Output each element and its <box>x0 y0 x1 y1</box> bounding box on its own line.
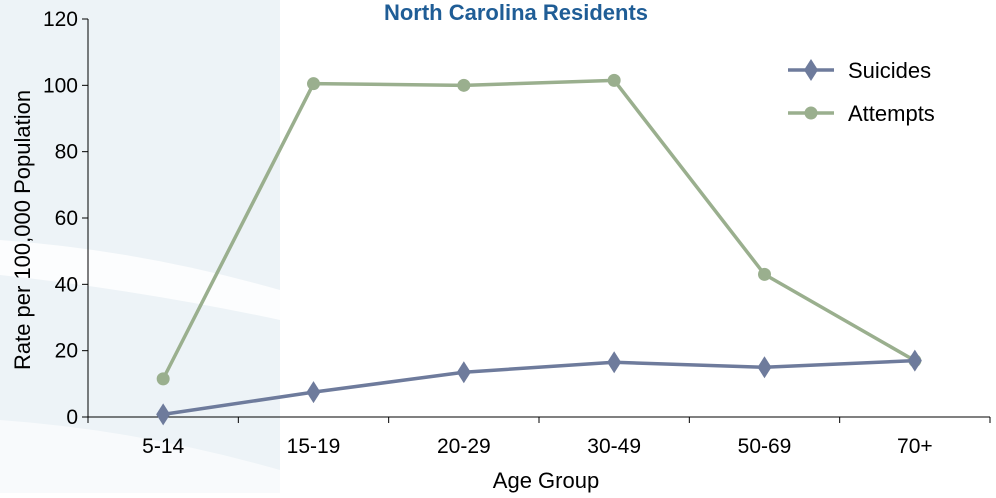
data-point <box>757 356 772 379</box>
y-tick-label: 80 <box>55 141 78 164</box>
data-point <box>607 73 621 87</box>
data-point <box>758 267 771 281</box>
y-tick-label: 60 <box>55 207 78 230</box>
series-line <box>162 358 915 417</box>
legend-swatch-marker <box>804 59 818 81</box>
series-layer <box>156 73 922 426</box>
y-tick-label: 100 <box>43 74 78 97</box>
series-attempts <box>156 73 922 386</box>
x-tick-label: 15-19 <box>287 435 341 458</box>
y-axis-title: Rate per 100,000 Population <box>10 90 35 370</box>
legend-swatch-marker <box>804 106 818 120</box>
y-tick-label: 20 <box>55 340 78 363</box>
x-axis-title: Age Group <box>493 468 599 493</box>
x-tick-label: 5-14 <box>142 435 184 458</box>
x-tick-label: 50-69 <box>738 435 792 458</box>
data-point <box>306 381 321 404</box>
y-tick-label: 120 <box>43 8 78 31</box>
data-point <box>456 361 471 384</box>
data-point <box>156 403 171 426</box>
legend-label: Suicides <box>848 58 931 83</box>
chart-title: North Carolina Residents <box>384 0 648 25</box>
data-point <box>907 349 922 372</box>
data-point <box>607 351 622 374</box>
x-tick-label: 20-29 <box>437 435 491 458</box>
x-tick-label: 70+ <box>897 435 933 458</box>
y-axis: 0 20 40 60 80 100 120 <box>43 8 89 429</box>
series-suicides <box>156 349 922 426</box>
x-tick-label: 30-49 <box>587 435 641 458</box>
legend-item-suicides: Suicides <box>788 58 931 83</box>
data-point <box>307 77 320 91</box>
background-watermark <box>0 0 280 493</box>
legend-label: Attempts <box>848 101 935 126</box>
series-line <box>161 78 916 380</box>
x-axis: 5-14 15-19 20-29 30-49 50-69 70+ <box>87 416 991 458</box>
y-tick-label: 0 <box>66 406 78 429</box>
y-tick-label: 40 <box>55 273 78 296</box>
legend: Suicides Attempts <box>788 58 935 126</box>
data-point <box>156 372 170 386</box>
data-point <box>457 78 471 92</box>
legend-item-attempts: Attempts <box>788 101 935 126</box>
